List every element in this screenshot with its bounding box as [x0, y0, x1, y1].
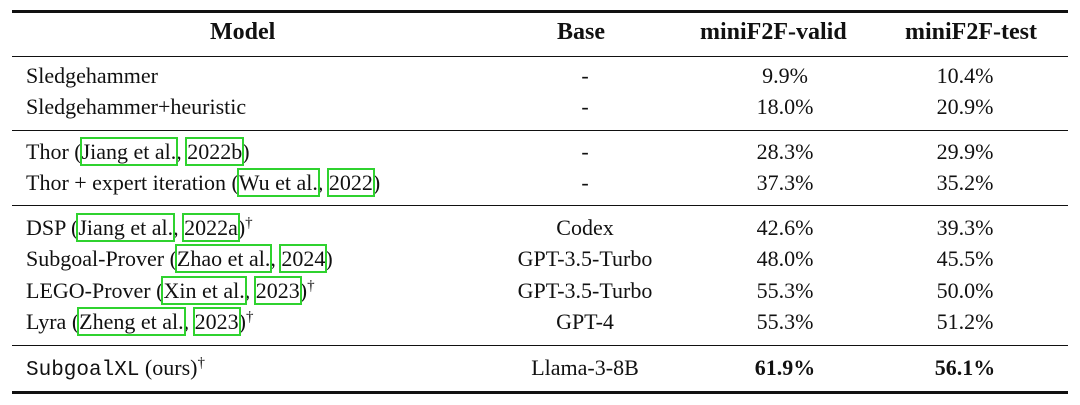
model-name: Thor (: [26, 139, 82, 164]
model-cell: SubgoalXL (ours)†: [26, 352, 205, 386]
valid-score: 55.3%: [756, 278, 814, 303]
citation-author-link[interactable]: Zheng et al.: [77, 307, 186, 336]
test-score: 45.5%: [936, 246, 994, 271]
citation-separator: ,: [173, 215, 185, 240]
citation-year-link[interactable]: 2024: [279, 244, 328, 273]
citation-year-link[interactable]: 2022a: [182, 213, 240, 242]
citation-year-link[interactable]: 2023: [253, 276, 302, 305]
model-suffix: ): [299, 278, 308, 303]
model-cell: Thor + expert iteration (Wu et al., 2022…: [26, 167, 380, 198]
test-score: 20.9%: [936, 94, 994, 119]
citation-separator: ,: [317, 170, 329, 195]
citation-separator: ,: [176, 139, 188, 164]
table-row: Thor + expert iteration (Wu et al., 2022…: [0, 167, 1080, 198]
citation-year-link[interactable]: 2022b: [185, 137, 245, 166]
table-top-rule: [12, 10, 1068, 13]
test-score: 39.3%: [936, 215, 994, 240]
table-bottom-rule: [12, 391, 1068, 394]
model-cell: Sledgehammer+heuristic: [26, 94, 247, 119]
model-name: Subgoal-Prover (: [26, 246, 177, 271]
test-score: 10.4%: [936, 63, 994, 88]
citation-separator: ,: [270, 246, 282, 271]
valid-score: 61.9%: [754, 355, 816, 380]
valid-score: 37.3%: [756, 170, 814, 195]
model-cell: Sledgehammer: [26, 63, 158, 88]
model-suffix: ): [325, 246, 333, 271]
citation-author-link[interactable]: Xin et al.: [161, 276, 247, 305]
model-name: Thor + expert iteration (: [26, 170, 239, 195]
table-row: LEGO-Prover (Xin et al., 2023)† GPT-3.5-…: [0, 275, 1080, 306]
valid-score: 55.3%: [756, 309, 814, 334]
citation-author-link[interactable]: Wu et al.: [236, 168, 320, 197]
model-name: Lyra (: [26, 309, 80, 334]
model-cell: Subgoal-Prover (Zhao et al., 2024): [26, 243, 333, 274]
table-row: Subgoal-Prover (Zhao et al., 2024) GPT-3…: [0, 243, 1080, 274]
valid-score: 18.0%: [756, 94, 814, 119]
citation-separator: ,: [244, 278, 256, 303]
table-row: SubgoalXL (ours)† Llama-3-8B 61.9% 56.1%: [0, 352, 1080, 383]
valid-score: 42.6%: [756, 215, 814, 240]
table-row: DSP (Jiang et al., 2022a)† Codex 42.6% 3…: [0, 212, 1080, 243]
base-cell: -: [581, 63, 589, 88]
dagger-mark: †: [245, 215, 253, 231]
base-cell: GPT-4: [556, 309, 614, 334]
model-name: DSP (: [26, 215, 79, 240]
model-suffix: ): [242, 139, 250, 164]
test-score: 35.2%: [936, 170, 994, 195]
citation-author-link[interactable]: Zhao et al.: [174, 244, 273, 273]
citation-author-link[interactable]: Jiang et al.: [79, 137, 179, 166]
base-cell: Codex: [556, 215, 614, 240]
dagger-mark: †: [307, 278, 315, 294]
citation-year-link[interactable]: 2023: [192, 307, 241, 336]
test-score: 29.9%: [936, 139, 994, 164]
base-cell: GPT-3.5-Turbo: [517, 278, 653, 303]
test-score: 50.0%: [936, 278, 994, 303]
model-name: LEGO-Prover (: [26, 278, 164, 303]
table-row: Sledgehammer - 9.9% 10.4%: [0, 60, 1080, 91]
header-model: Model: [210, 19, 276, 45]
dagger-mark: †: [197, 355, 205, 371]
model-suffix: (ours): [139, 355, 198, 380]
group-rule: [12, 130, 1068, 131]
model-suffix: ): [238, 309, 246, 334]
model-cell: Thor (Jiang et al., 2022b): [26, 136, 250, 167]
valid-score: 28.3%: [756, 139, 814, 164]
citation-author-link[interactable]: Jiang et al.: [76, 213, 176, 242]
model-suffix: ): [372, 170, 381, 195]
model-name: SubgoalXL: [26, 359, 140, 382]
valid-score: 48.0%: [756, 246, 814, 271]
group-rule: [12, 345, 1068, 346]
test-score: 56.1%: [934, 355, 996, 380]
group-rule: [12, 205, 1068, 206]
model-cell: Lyra (Zheng et al., 2023)†: [26, 306, 253, 337]
base-cell: -: [581, 170, 589, 195]
citation-year-link[interactable]: 2022: [326, 168, 375, 197]
base-cell: Llama-3-8B: [531, 355, 639, 380]
header-base: Base: [557, 19, 605, 45]
header-minif2f-valid: miniF2F-valid: [700, 19, 847, 45]
test-score: 51.2%: [936, 309, 994, 334]
header-minif2f-test: miniF2F-test: [905, 19, 1037, 45]
model-cell: DSP (Jiang et al., 2022a)†: [26, 212, 253, 243]
table-row: Sledgehammer+heuristic - 18.0% 20.9%: [0, 91, 1080, 122]
base-cell: -: [581, 94, 589, 119]
base-cell: -: [581, 139, 589, 164]
model-suffix: ): [237, 215, 246, 240]
valid-score: 9.9%: [762, 63, 808, 88]
dagger-mark: †: [245, 309, 254, 325]
header-rule: [12, 56, 1068, 57]
citation-separator: ,: [183, 309, 195, 334]
table-row: Lyra (Zheng et al., 2023)† GPT-4 55.3% 5…: [0, 306, 1080, 337]
model-cell: LEGO-Prover (Xin et al., 2023)†: [26, 275, 315, 306]
table-row: Thor (Jiang et al., 2022b) - 28.3% 29.9%: [0, 136, 1080, 167]
base-cell: GPT-3.5-Turbo: [517, 246, 653, 271]
